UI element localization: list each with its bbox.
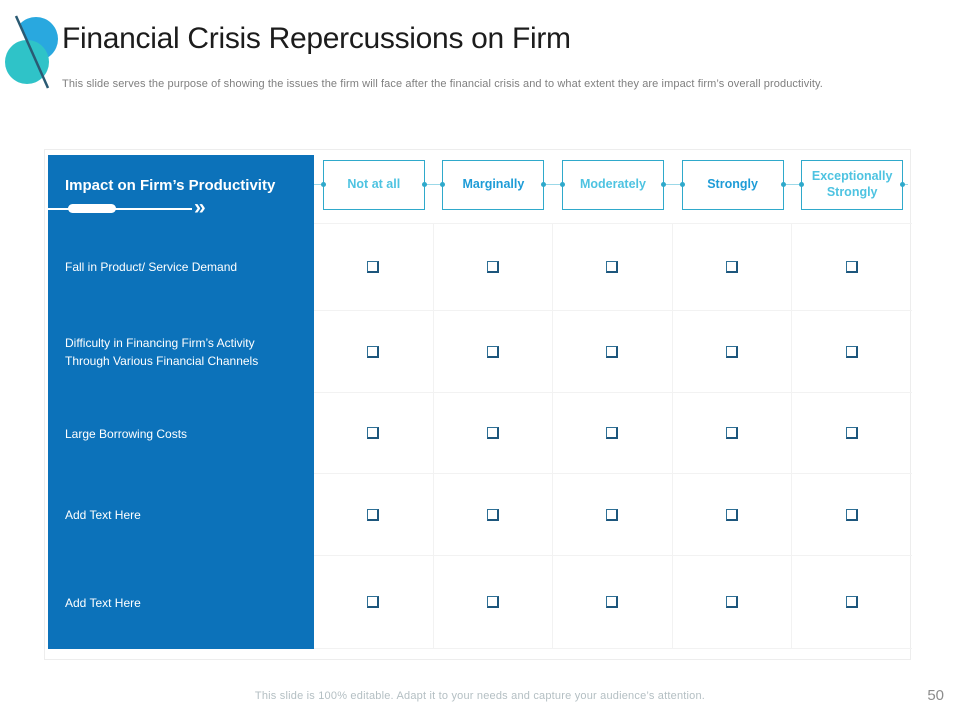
matrix-cell — [553, 393, 673, 474]
column-header-not-at-all: Not at all — [320, 160, 427, 210]
matrix-cell — [553, 556, 673, 649]
column-header-marginally: Marginally — [440, 160, 547, 210]
matrix-cell — [433, 223, 554, 311]
matrix-cell — [672, 393, 793, 474]
checkbox-icon[interactable] — [367, 508, 380, 521]
row-header-title: Impact on Firm’s Productivity — [65, 177, 276, 194]
checkbox-icon[interactable] — [606, 261, 619, 273]
checkbox-icon[interactable] — [367, 427, 380, 439]
slide-description: This slide serves the purpose of showing… — [62, 78, 823, 90]
checkbox-icon[interactable] — [726, 345, 739, 358]
checkbox-icon[interactable] — [726, 596, 739, 608]
matrix-cell — [433, 474, 554, 556]
matrix-cell — [433, 556, 554, 649]
checkbox-icon[interactable] — [367, 345, 380, 358]
matrix-cell — [792, 474, 912, 556]
checkbox-icon[interactable] — [606, 345, 619, 358]
checkbox-icon[interactable] — [606, 508, 619, 521]
checkbox-matrix — [314, 223, 912, 649]
checkbox-icon[interactable] — [367, 596, 380, 608]
decor-line — [48, 208, 192, 210]
row-label-borrowing-costs: Large Borrowing Costs — [65, 426, 188, 441]
matrix-cell — [314, 474, 434, 556]
checkbox-icon[interactable] — [367, 261, 380, 273]
matrix-cell — [672, 223, 793, 311]
matrix-cell — [433, 311, 554, 393]
checkbox-icon[interactable] — [726, 427, 739, 439]
matrix-cell — [553, 223, 673, 311]
matrix-cell — [314, 223, 434, 311]
checkbox-icon[interactable] — [606, 427, 619, 439]
footer-note: This slide is 100% editable. Adapt it to… — [254, 690, 706, 702]
productivity-matrix-table: Impact on Firm’s Productivity » Fall in … — [44, 149, 912, 660]
checkbox-icon[interactable] — [846, 345, 859, 358]
checkbox-icon[interactable] — [606, 596, 619, 608]
matrix-cell — [314, 393, 434, 474]
matrix-cell — [792, 223, 912, 311]
checkbox-icon[interactable] — [726, 508, 739, 521]
column-header-exceptionally-strongly: Exceptionally Strongly — [799, 160, 906, 210]
matrix-cell — [672, 311, 793, 393]
row-label-add-text-1[interactable]: Add Text Here — [65, 508, 141, 522]
matrix-cell — [672, 474, 793, 556]
matrix-cell — [433, 393, 554, 474]
matrix-cell — [553, 311, 673, 393]
checkbox-icon[interactable] — [846, 508, 859, 521]
double-chevron-right-icon: » — [194, 196, 206, 219]
checkbox-icon[interactable] — [486, 427, 499, 439]
row-label-financing-difficulty: Difficulty in Financing Firm’s Activity … — [65, 336, 259, 368]
matrix-cell — [792, 311, 912, 393]
page-number: 50 — [927, 687, 944, 704]
matrix-cell — [672, 556, 793, 649]
decor-pill — [68, 204, 116, 213]
matrix-cell — [792, 393, 912, 474]
row-header-panel: Impact on Firm’s Productivity » Fall in … — [48, 155, 314, 649]
column-header-strongly: Strongly — [679, 160, 786, 210]
checkbox-icon[interactable] — [846, 596, 859, 608]
row-labels: Fall in Product/ Service Demand Difficul… — [48, 223, 314, 649]
row-label-fall-in-demand: Fall in Product/ Service Demand — [65, 260, 238, 274]
page-title: Financial Crisis Repercussions on Firm — [62, 22, 571, 55]
checkbox-icon[interactable] — [486, 261, 499, 273]
column-header-moderately: Moderately — [559, 160, 666, 210]
row-label-add-text-2[interactable]: Add Text Here — [65, 595, 141, 610]
checkbox-icon[interactable] — [486, 345, 499, 358]
matrix-cell — [792, 556, 912, 649]
checkbox-icon[interactable] — [846, 261, 859, 273]
matrix-cell — [314, 556, 434, 649]
checkbox-icon[interactable] — [486, 508, 499, 521]
brand-logo-icon — [5, 15, 58, 89]
matrix-cell — [314, 311, 434, 393]
checkbox-icon[interactable] — [726, 261, 739, 273]
rating-column-headers: Not at all Marginally Moderately Strongl… — [314, 160, 912, 210]
checkbox-icon[interactable] — [846, 427, 859, 439]
checkbox-icon[interactable] — [486, 596, 499, 608]
matrix-cell — [553, 474, 673, 556]
